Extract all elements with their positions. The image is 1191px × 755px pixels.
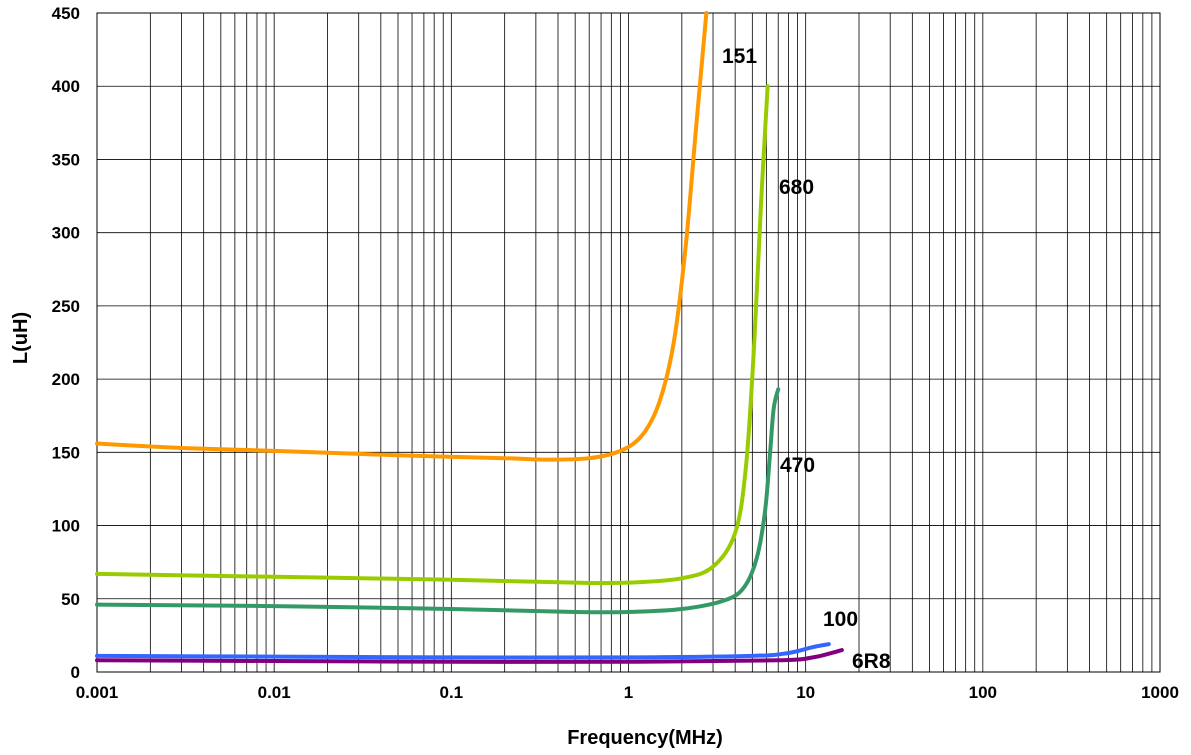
y-tick-label: 250 xyxy=(52,297,80,316)
grid xyxy=(96,12,1160,673)
y-axis-title: L(uH) xyxy=(10,312,32,364)
x-tick-label: 0.01 xyxy=(258,683,291,702)
y-tick-label: 300 xyxy=(52,224,80,243)
y-tick-label: 150 xyxy=(52,443,80,462)
x-axis-title: Frequency(MHz) xyxy=(567,727,723,749)
series-line-470 xyxy=(95,387,781,615)
y-tick-label: 200 xyxy=(52,370,80,389)
y-tick-label: 350 xyxy=(52,150,80,169)
x-tick-label: 10 xyxy=(796,683,815,702)
series-labels: 151 680 470 100 6R8 xyxy=(722,45,891,673)
series-label-6r8: 6R8 xyxy=(852,650,891,673)
x-tick-label: 100 xyxy=(969,683,997,702)
y-tick-label: 400 xyxy=(52,77,80,96)
x-axis-tick-labels: 0.001 0.01 0.1 1 10 100 1000 xyxy=(76,683,1179,702)
x-tick-label: 1 xyxy=(624,683,633,702)
y-tick-label: 0 xyxy=(71,663,80,682)
y-tick-label: 100 xyxy=(52,517,80,536)
series-line-680 xyxy=(95,84,770,586)
series-label-470: 470 xyxy=(780,454,815,477)
series-label-100: 100 xyxy=(823,608,858,631)
series-line-100 xyxy=(95,642,831,660)
x-tick-label: 0.1 xyxy=(440,683,464,702)
series-label-680: 680 xyxy=(779,176,814,199)
series-line-151 xyxy=(95,11,709,462)
y-tick-label: 450 xyxy=(52,4,80,23)
x-tick-label: 1000 xyxy=(1141,683,1179,702)
x-tick-label: 0.001 xyxy=(76,683,119,702)
y-axis-tick-labels: 0 50 100 150 200 250 300 350 400 450 xyxy=(52,4,80,682)
plot-area-frame xyxy=(96,12,1161,673)
series-lines xyxy=(95,11,844,664)
series-label-151: 151 xyxy=(722,45,757,68)
y-tick-label: 50 xyxy=(61,590,80,609)
series-line-6r8 xyxy=(95,648,844,664)
